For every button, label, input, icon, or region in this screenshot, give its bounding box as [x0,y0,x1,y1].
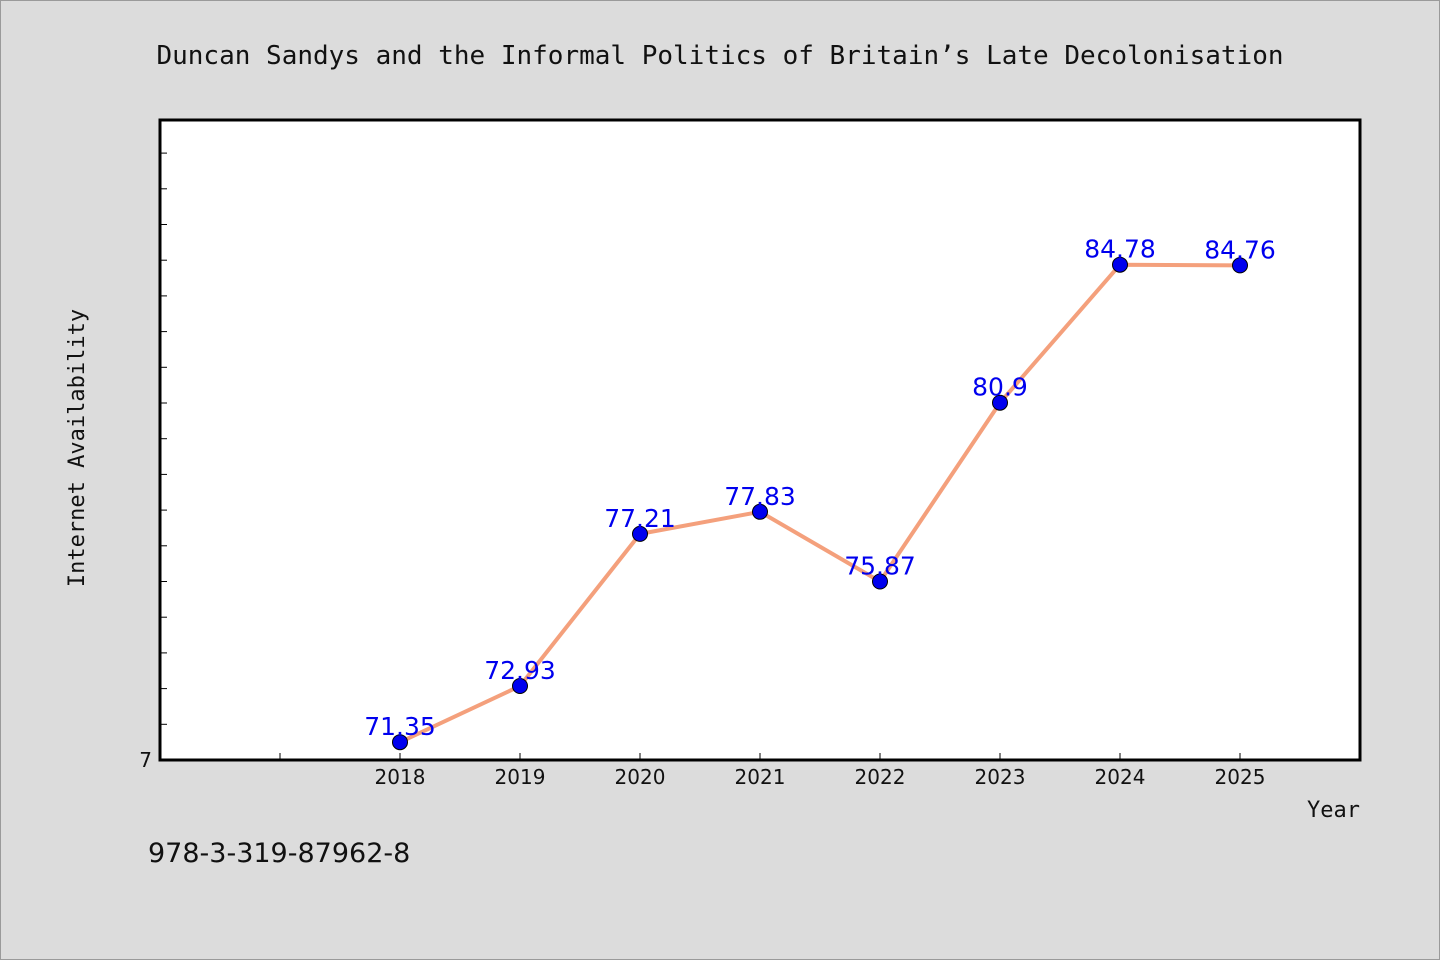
x-tick-label: 2024 [1095,765,1146,789]
data-label: 75.87 [844,552,916,581]
x-tick-label: 2020 [615,765,666,789]
data-point [1232,257,1248,274]
x-tick-label: 2019 [495,765,546,789]
data-point [872,573,888,590]
x-tick-label: 2018 [375,765,426,789]
chart-title: Duncan Sandys and the Informal Politics … [156,41,1283,71]
data-labels: 71.35 72.93 77.21 77.83 75.87 80.9 84.78 84.76 [364,235,1276,742]
series-line [399,262,1241,745]
data-point [512,678,528,694]
plot-area [158,118,1362,762]
data-point [632,525,648,542]
data-label: 71.35 [364,712,436,741]
y-tick-label: 7 [139,748,152,772]
data-label: 80.9 [972,373,1028,402]
x-tick-label: 2023 [975,765,1026,789]
data-label: 77.21 [604,504,676,533]
x-tick-label: 2021 [735,765,786,789]
series-markers [392,256,1248,751]
data-point [392,734,408,751]
data-label: 84.76 [1204,235,1276,264]
footnote-isbn: 978-3-319-87962-8 [148,838,410,869]
x-tick-label: 2022 [855,765,906,789]
x-axis-label: Year [1307,798,1360,823]
data-point [1112,256,1128,273]
y-axis-ticks [160,152,167,725]
data-label: 77.83 [724,482,796,511]
data-label: 72.93 [484,656,556,685]
x-axis-ticks: 2018 2019 2020 2021 2022 2023 2024 2025 [279,753,1266,789]
data-label: 84.78 [1084,235,1156,264]
data-point [992,394,1008,411]
x-tick-label: 2025 [1215,765,1266,789]
data-point [752,503,768,520]
y-axis-label: Internet Availability [65,309,90,587]
